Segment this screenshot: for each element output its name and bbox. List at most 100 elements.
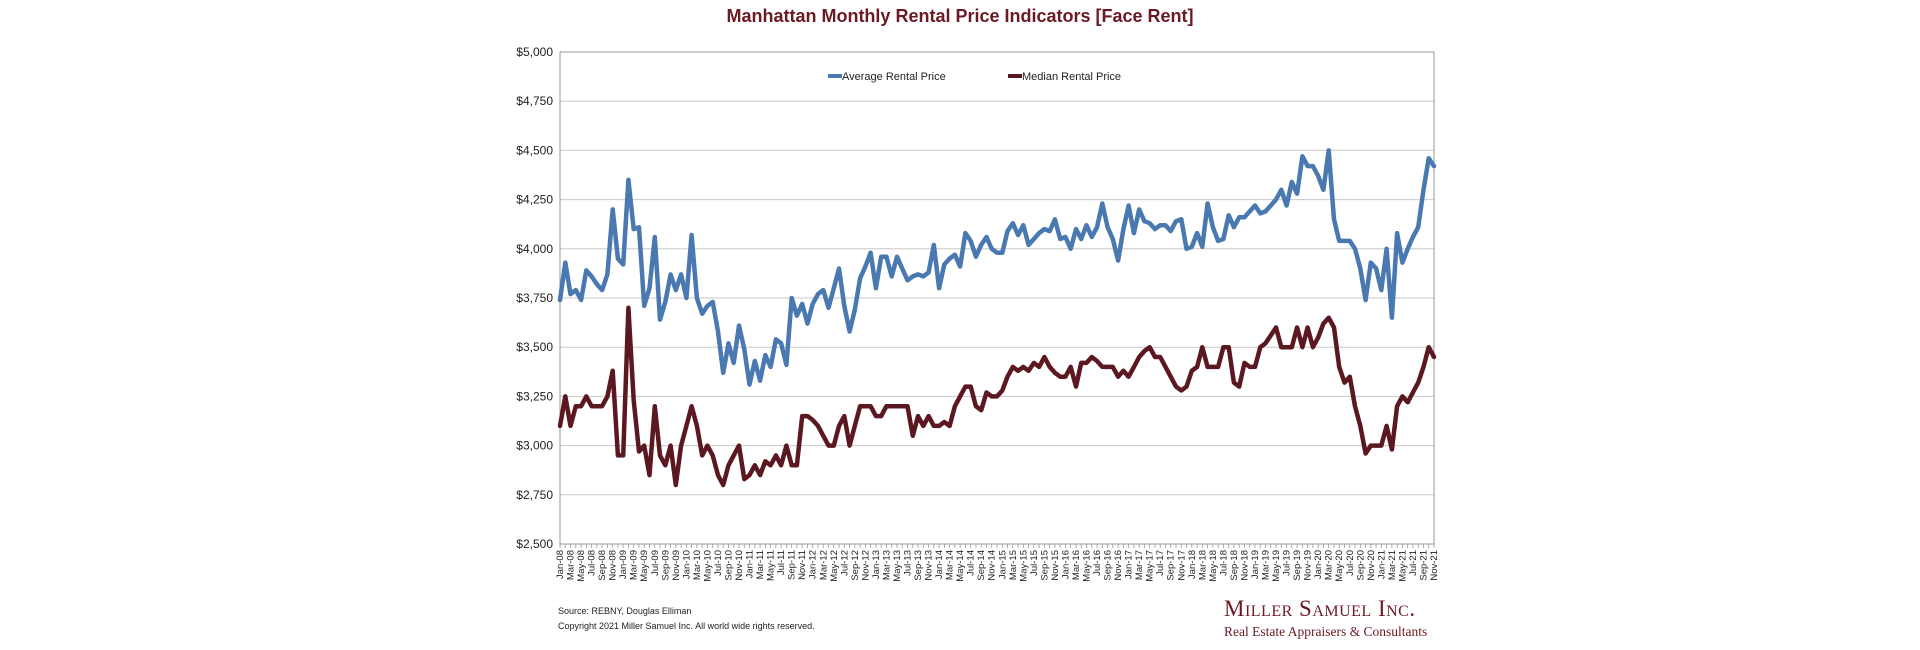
x-tick-label: May-18 xyxy=(1208,550,1219,582)
x-tick-label: May-16 xyxy=(1082,550,1093,582)
x-tick-label: Jan-20 xyxy=(1313,550,1324,579)
x-tick-label: Nov-12 xyxy=(860,550,871,581)
x-tick-label: Nov-14 xyxy=(987,550,998,581)
x-tick-label: Jul-21 xyxy=(1408,550,1419,576)
x-tick-label: Jan-21 xyxy=(1376,550,1387,579)
x-tick-label: Nov-17 xyxy=(1176,550,1187,581)
x-tick-label: Nov-08 xyxy=(608,550,619,581)
x-tick-label: Mar-10 xyxy=(692,550,703,580)
x-tick-label: Nov-20 xyxy=(1366,550,1377,581)
x-tick-label: Jul-16 xyxy=(1092,550,1103,576)
x-tick-label: Jan-11 xyxy=(745,550,756,578)
axes xyxy=(559,51,1435,548)
grid-lines xyxy=(560,51,1434,545)
x-tick-label: Sep-13 xyxy=(913,550,924,581)
x-tick-label: Mar-13 xyxy=(881,550,892,580)
y-tick-label: $4,750 xyxy=(516,94,553,108)
brand-logo: Miller Samuel Inc. Real Estate Appraiser… xyxy=(1224,596,1444,640)
x-tick-label: Nov-19 xyxy=(1303,550,1314,581)
source-note: Source: REBNY, Douglas Elliman xyxy=(558,606,692,616)
x-tick-label: Jul-19 xyxy=(1282,550,1293,576)
y-tick-label: $4,250 xyxy=(516,193,553,207)
x-tick-label: Sep-18 xyxy=(1229,550,1240,581)
x-tick-label: Jul-09 xyxy=(650,550,661,576)
x-tick-label: Jan-16 xyxy=(1060,550,1071,579)
x-tick-label: Jul-14 xyxy=(966,550,977,576)
x-tick-label: Nov-10 xyxy=(734,550,745,581)
x-tick-label: Mar-15 xyxy=(1008,550,1019,580)
x-tick-label: Jan-13 xyxy=(871,550,882,579)
x-tick-label: Jul-18 xyxy=(1218,550,1229,576)
x-tick-label: Nov-16 xyxy=(1113,550,1124,581)
x-tick-label: Sep-09 xyxy=(660,550,671,581)
brand-tagline: Real Estate Appraisers & Consultants xyxy=(1224,624,1428,639)
x-tick-label: Mar-08 xyxy=(566,550,577,580)
legend-label: Average Rental Price xyxy=(842,71,946,83)
x-tick-label: Nov-09 xyxy=(671,550,682,581)
x-tick-label: Mar-11 xyxy=(755,550,766,579)
legend-label: Median Rental Price xyxy=(1022,71,1121,83)
legend: Average Rental Price Median Rental Price xyxy=(828,71,1121,83)
x-tick-label: Jan-14 xyxy=(934,550,945,579)
x-tick-label: Jan-17 xyxy=(1124,550,1135,579)
x-tick-label: Sep-21 xyxy=(1418,550,1429,581)
x-tick-label: Sep-20 xyxy=(1355,550,1366,581)
x-tick-label: Jan-15 xyxy=(997,550,1008,579)
y-tick-label: $2,500 xyxy=(516,537,553,551)
x-tick-label: Mar-20 xyxy=(1324,550,1335,580)
x-tick-label: Mar-09 xyxy=(629,550,640,580)
x-tick-label: Jul-08 xyxy=(587,550,598,576)
x-tick-label: Nov-13 xyxy=(924,550,935,581)
x-tick-label: May-08 xyxy=(576,550,587,582)
x-tick-label: Jul-20 xyxy=(1345,550,1356,576)
x-tick-label: Mar-18 xyxy=(1197,550,1208,580)
x-tick-label: May-20 xyxy=(1334,550,1345,582)
x-tick-label: Nov-15 xyxy=(1050,550,1061,581)
x-tick-label: Sep-17 xyxy=(1166,550,1177,581)
y-tick-label: $3,750 xyxy=(516,291,553,305)
x-tick-label: Mar-17 xyxy=(1134,550,1145,580)
x-tick-label: Jul-13 xyxy=(902,550,913,576)
y-tick-label: $5,000 xyxy=(516,45,553,59)
y-tick-labels: $2,500 $2,750 $3,000 $3,250 $3,500 $3,750 $4,0… xyxy=(516,45,553,551)
x-tick-label: May-15 xyxy=(1018,550,1029,582)
x-tick-label: May-19 xyxy=(1271,550,1282,582)
y-tick-label: $4,000 xyxy=(516,242,553,256)
x-tick-label: Sep-11 xyxy=(787,550,798,580)
x-tick-label: May-17 xyxy=(1145,550,1156,582)
x-tick-label: Jan-18 xyxy=(1187,550,1198,579)
series-line-0 xyxy=(557,148,1437,387)
x-tick-label: Nov-18 xyxy=(1239,550,1250,581)
x-tick-label: Sep-16 xyxy=(1103,550,1114,581)
x-tick-label: Jul-11 xyxy=(776,550,787,575)
x-tick-label: Sep-12 xyxy=(850,550,861,581)
y-tick-label: $3,500 xyxy=(516,340,553,354)
x-tick-label: May-13 xyxy=(892,550,903,582)
x-tick-label: Sep-15 xyxy=(1039,550,1050,581)
chart-title: Manhattan Monthly Rental Price Indicator… xyxy=(726,6,1194,26)
x-tick-label: May-14 xyxy=(955,550,966,582)
y-tick-label: $4,500 xyxy=(516,143,553,157)
x-tick-label: Sep-19 xyxy=(1292,550,1303,581)
x-tick-label: May-12 xyxy=(829,550,840,582)
x-tick-label: Nov-11 xyxy=(797,550,808,580)
y-tick-label: $3,250 xyxy=(516,389,553,403)
brand-name: Miller Samuel Inc. xyxy=(1224,596,1416,621)
x-tick-label: Jul-15 xyxy=(1029,550,1040,576)
x-tick-label: May-10 xyxy=(702,550,713,582)
x-tick-label: Sep-08 xyxy=(597,550,608,581)
x-tick-label: Mar-14 xyxy=(945,550,956,580)
x-tick-label: Mar-19 xyxy=(1261,550,1272,580)
x-tick-label: Jan-09 xyxy=(618,550,629,579)
x-tick-label: Jan-10 xyxy=(681,550,692,579)
x-tick-label: Jan-19 xyxy=(1250,550,1261,579)
y-tick-label: $3,000 xyxy=(516,439,553,453)
x-tick-label: Jul-12 xyxy=(839,550,850,576)
x-tick-label: Nov-21 xyxy=(1429,550,1440,581)
x-tick-label: Mar-16 xyxy=(1071,550,1082,580)
copyright-note: Copyright 2021 Miller Samuel Inc. All wo… xyxy=(558,621,815,631)
x-tick-label: Mar-21 xyxy=(1387,550,1398,580)
x-tick-label: Jul-17 xyxy=(1155,550,1166,576)
series-lines xyxy=(557,148,1437,488)
